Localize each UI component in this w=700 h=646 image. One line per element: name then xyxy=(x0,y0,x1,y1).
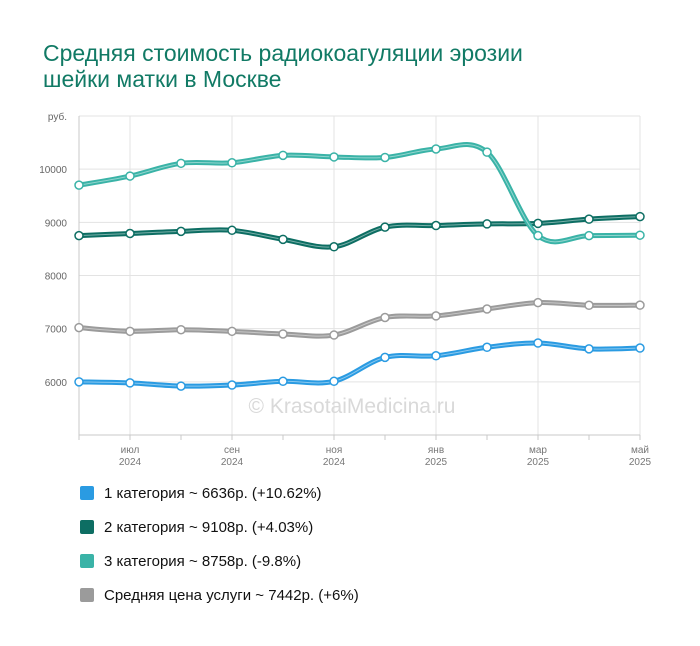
data-point[interactable] xyxy=(584,344,594,354)
data-point[interactable] xyxy=(380,152,390,163)
series-4 xyxy=(74,297,645,340)
x-tick-label-year: 2024 xyxy=(119,457,142,468)
x-tick-label-year: 2025 xyxy=(527,457,550,468)
chart-title: Средняя стоимость радиокоагуляции эрозии… xyxy=(43,40,663,92)
data-point[interactable] xyxy=(482,147,492,157)
data-point[interactable] xyxy=(635,343,645,353)
data-point[interactable] xyxy=(176,158,186,169)
legend-swatch xyxy=(80,588,94,602)
y-tick-label: 10000 xyxy=(39,165,67,176)
series-line xyxy=(76,300,643,339)
data-point[interactable] xyxy=(176,381,186,391)
x-tick-label-month: сен xyxy=(224,445,240,456)
legend-label: Средняя цена услуги ~ 7442р. (+6%) xyxy=(104,586,359,604)
data-point[interactable] xyxy=(584,214,594,224)
data-point[interactable] xyxy=(380,352,390,363)
data-point[interactable] xyxy=(431,351,441,361)
data-point[interactable] xyxy=(533,297,543,308)
data-point[interactable] xyxy=(125,326,135,337)
x-tick-label-month: май xyxy=(631,445,649,456)
legend-item-cat3[interactable]: 3 категория ~ 8758р. (-9.8%) xyxy=(80,552,359,570)
data-point[interactable] xyxy=(227,158,237,168)
data-point[interactable] xyxy=(584,300,594,311)
data-point[interactable] xyxy=(431,144,441,154)
data-point[interactable] xyxy=(227,380,237,390)
legend-swatch xyxy=(80,486,94,500)
data-point[interactable] xyxy=(329,242,339,252)
legend-swatch xyxy=(80,554,94,568)
data-point[interactable] xyxy=(176,324,186,335)
data-point[interactable] xyxy=(329,152,339,162)
data-point[interactable] xyxy=(482,342,492,353)
series-3 xyxy=(74,142,645,245)
legend-item-cat2[interactable]: 2 категория ~ 9108р. (+4.03%) xyxy=(80,518,359,536)
series-line xyxy=(76,340,643,389)
x-tick-label-year: 2024 xyxy=(221,457,244,468)
x-tick-label-month: июл xyxy=(121,445,140,456)
y-tick-label: 6000 xyxy=(45,378,68,389)
legend-label: 2 категория ~ 9108р. (+4.03%) xyxy=(104,518,314,536)
chart-title-line-2: шейки матки в Москве xyxy=(43,66,282,92)
series-2 xyxy=(74,211,645,252)
data-point[interactable] xyxy=(635,211,645,222)
data-point[interactable] xyxy=(227,326,237,337)
data-point[interactable] xyxy=(431,220,441,231)
data-point[interactable] xyxy=(329,376,339,387)
chart-title-line-1: Средняя стоимость радиокоагуляции эрозии xyxy=(43,40,523,66)
data-point[interactable] xyxy=(380,222,390,232)
data-point[interactable] xyxy=(635,300,645,310)
data-point[interactable] xyxy=(533,230,543,241)
data-point[interactable] xyxy=(74,230,84,241)
data-point[interactable] xyxy=(227,225,237,236)
series xyxy=(74,142,645,391)
watermark: © KrasotaiMedicina.ru xyxy=(249,395,456,418)
axes: 600070008000900010000руб.июл2024сен2024н… xyxy=(39,111,651,468)
data-point[interactable] xyxy=(125,378,135,388)
data-point[interactable] xyxy=(635,230,645,240)
legend-item-average[interactable]: Средняя цена услуги ~ 7442р. (+6%) xyxy=(80,586,359,604)
data-point[interactable] xyxy=(533,218,543,229)
x-tick-label-month: ноя xyxy=(326,445,343,456)
series-line xyxy=(76,142,643,245)
data-point[interactable] xyxy=(74,322,84,333)
y-axis-unit: руб. xyxy=(48,111,67,123)
data-point[interactable] xyxy=(125,228,135,239)
series-1 xyxy=(74,338,645,391)
data-point[interactable] xyxy=(125,171,135,181)
data-point[interactable] xyxy=(482,219,492,229)
legend-swatch xyxy=(80,520,94,534)
y-tick-label: 7000 xyxy=(45,325,68,336)
data-point[interactable] xyxy=(533,338,543,348)
data-point[interactable] xyxy=(380,312,390,323)
x-tick-label-year: 2025 xyxy=(425,457,448,468)
data-point[interactable] xyxy=(431,311,441,321)
legend-label: 3 категория ~ 8758р. (-9.8%) xyxy=(104,552,302,570)
x-tick-label-month: мар xyxy=(529,445,547,456)
data-point[interactable] xyxy=(176,226,186,237)
data-point[interactable] xyxy=(278,329,288,339)
data-point[interactable] xyxy=(74,377,84,387)
data-point[interactable] xyxy=(278,234,288,245)
x-tick-label-year: 2025 xyxy=(629,457,652,468)
legend-label: 1 категория ~ 6636р. (+10.62%) xyxy=(104,484,322,502)
series-line-highlight xyxy=(78,342,641,387)
x-tick-label-year: 2024 xyxy=(323,457,346,468)
data-point[interactable] xyxy=(278,376,288,387)
data-point[interactable] xyxy=(329,330,339,340)
y-tick-label: 9000 xyxy=(45,218,68,229)
legend: 1 категория ~ 6636р. (+10.62%) 2 категор… xyxy=(80,484,359,620)
legend-item-cat1[interactable]: 1 категория ~ 6636р. (+10.62%) xyxy=(80,484,359,502)
data-point[interactable] xyxy=(482,304,492,314)
x-tick-label-month: янв xyxy=(428,445,444,456)
data-point[interactable] xyxy=(278,150,288,161)
data-point[interactable] xyxy=(74,180,84,190)
y-tick-label: 8000 xyxy=(45,272,68,283)
data-point[interactable] xyxy=(584,230,594,241)
